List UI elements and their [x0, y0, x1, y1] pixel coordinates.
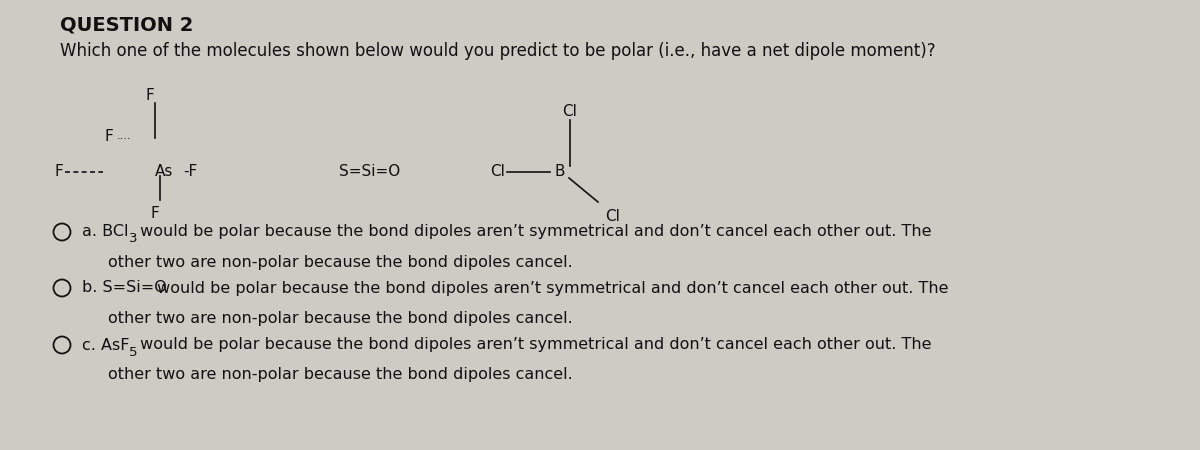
Text: b. S=Si=O: b. S=Si=O [82, 280, 167, 296]
Text: would be polar because the bond dipoles aren’t symmetrical and don’t cancel each: would be polar because the bond dipoles … [136, 225, 931, 239]
Text: ....: .... [118, 131, 132, 141]
Text: would be polar because the bond dipoles aren’t symmetrical and don’t cancel each: would be polar because the bond dipoles … [152, 280, 949, 296]
Text: S=Si=O: S=Si=O [340, 165, 401, 180]
Text: would be polar because the bond dipoles aren’t symmetrical and don’t cancel each: would be polar because the bond dipoles … [136, 338, 931, 352]
Text: F: F [145, 88, 155, 103]
Text: other two are non-polar because the bond dipoles cancel.: other two are non-polar because the bond… [108, 255, 572, 270]
Text: Cl: Cl [563, 104, 577, 119]
Text: other two are non-polar because the bond dipoles cancel.: other two are non-polar because the bond… [108, 368, 572, 382]
Text: As: As [155, 165, 173, 180]
Text: other two are non-polar because the bond dipoles cancel.: other two are non-polar because the bond… [108, 310, 572, 325]
Text: 5: 5 [128, 346, 137, 359]
Text: -F: -F [182, 165, 197, 180]
Text: F: F [54, 165, 64, 180]
Text: Cl: Cl [490, 165, 505, 180]
Text: a. BCl: a. BCl [82, 225, 128, 239]
Text: 3: 3 [128, 233, 137, 246]
Text: Which one of the molecules shown below would you predict to be polar (i.e., have: Which one of the molecules shown below w… [60, 42, 936, 60]
Text: B: B [554, 165, 565, 180]
Text: Cl: Cl [605, 209, 620, 224]
Text: F: F [151, 206, 160, 221]
Text: c. AsF: c. AsF [82, 338, 130, 352]
Text: QUESTION 2: QUESTION 2 [60, 15, 193, 34]
Text: F: F [104, 129, 113, 144]
